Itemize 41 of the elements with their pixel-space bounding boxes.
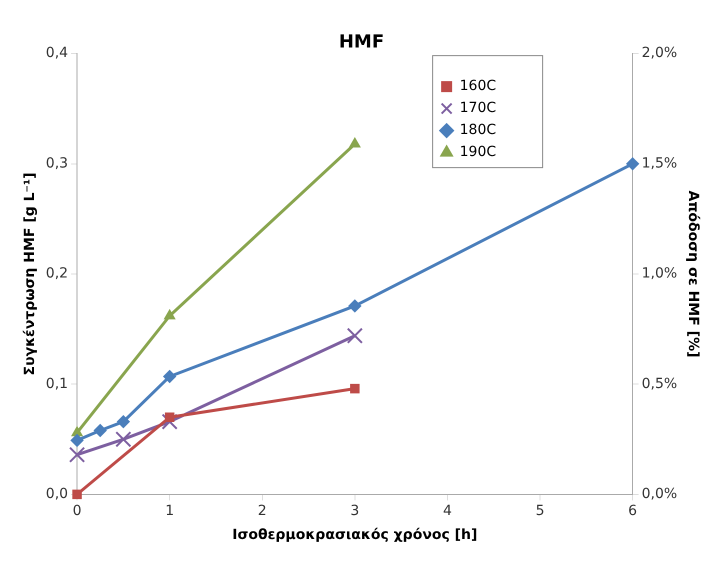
y-tick-label: 0,0	[46, 486, 68, 502]
y-axis-title: Συγκέντρωση HMF [g L⁻¹]	[22, 172, 38, 376]
y2-tick-label: 1,5%	[642, 155, 678, 172]
y2-tick-label: 0,0%	[642, 486, 678, 502]
y-tick-label: 0,2	[46, 266, 68, 282]
y-tick-label: 0,3	[46, 155, 68, 172]
x-tick-label: 4	[442, 503, 452, 520]
point	[162, 414, 178, 430]
legend-label: 170C	[460, 100, 496, 116]
point	[346, 328, 363, 344]
x-tick-label: 0	[72, 503, 82, 520]
x-tick-label: 1	[165, 503, 174, 520]
point	[164, 309, 176, 320]
point	[70, 434, 84, 447]
x-tick-label: 5	[536, 503, 544, 520]
point	[164, 412, 174, 422]
y2-tick-label: 2,0%	[642, 45, 678, 62]
y-tick-label: 0,1	[46, 376, 68, 392]
x-tick-label: 2	[258, 503, 267, 520]
legend-label: 160C	[460, 78, 496, 94]
y2-tick-label: 1,0%	[642, 266, 678, 282]
point	[349, 137, 361, 148]
y-tick-label: 0,4	[46, 45, 68, 62]
point	[68, 446, 86, 463]
point	[72, 490, 82, 500]
point	[626, 157, 640, 170]
point	[163, 370, 176, 383]
legend-label: 190C	[460, 144, 496, 160]
y2-tick-label: 0,5%	[642, 376, 678, 392]
y2-axis-title: Απόδοση σε HMF [%]	[684, 190, 701, 358]
point	[71, 426, 83, 436]
point	[350, 384, 360, 394]
x-tick-label: 3	[350, 503, 360, 520]
point	[115, 431, 132, 448]
x-axis-title: Ισοθερμοκρασιακός χρόνος [h]	[232, 527, 478, 544]
x-tick-label: 6	[628, 503, 638, 520]
point	[116, 415, 130, 428]
legend-label: 180C	[460, 122, 496, 138]
point	[94, 424, 107, 437]
point	[348, 299, 362, 312]
chart-title: HMF	[338, 31, 384, 52]
